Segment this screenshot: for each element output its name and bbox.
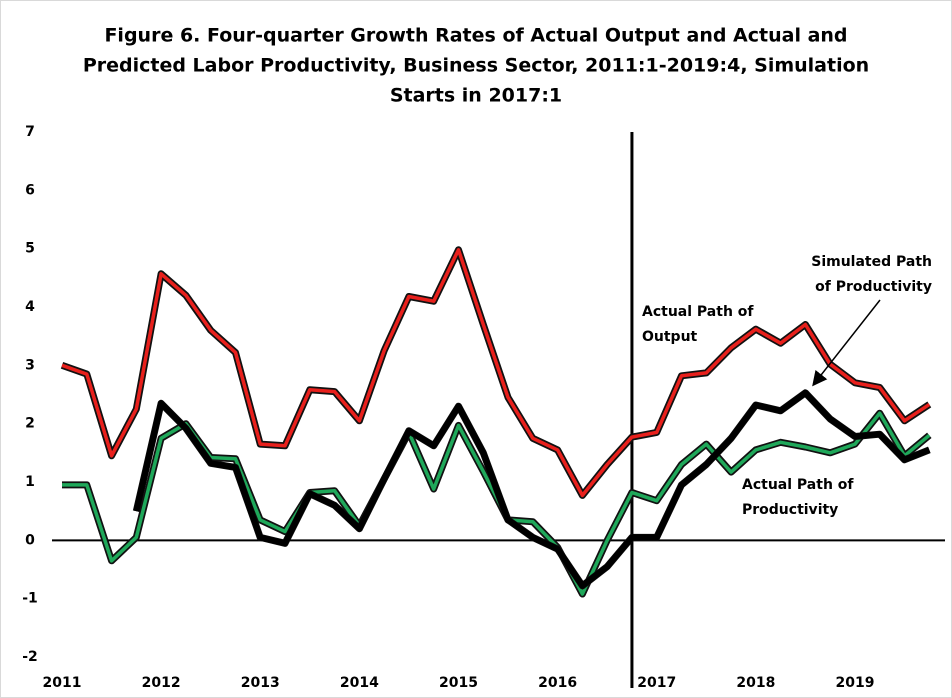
y-tick-label: 3 <box>25 357 35 373</box>
chart-title: Predicted Labor Productivity, Business S… <box>83 55 869 77</box>
y-tick-label: 6 <box>25 182 35 198</box>
series-label: Productivity <box>742 502 838 518</box>
x-tick-label: 2016 <box>538 675 577 691</box>
x-tick-label: 2017 <box>637 675 676 691</box>
series-label: Output <box>642 329 698 345</box>
y-tick-label: 4 <box>25 299 35 315</box>
series-label: of Productivity <box>815 279 932 295</box>
series-line <box>133 389 931 589</box>
annotation-arrow <box>812 299 881 387</box>
x-tick-label: 2012 <box>142 675 181 691</box>
series-label: Simulated Path <box>811 254 932 270</box>
x-tick-label: 2014 <box>340 675 379 691</box>
series-line <box>61 248 931 498</box>
y-tick-label: -2 <box>22 649 38 665</box>
chart-title: Starts in 2017:1 <box>390 85 562 107</box>
x-tick-label: 2018 <box>736 675 775 691</box>
series-label: Actual Path of <box>742 477 854 493</box>
x-tick-label: 2015 <box>439 675 478 691</box>
y-tick-label: 2 <box>25 416 35 432</box>
chart-title: Figure 6. Four-quarter Growth Rates of A… <box>104 25 847 47</box>
series-label: Actual Path of <box>642 304 754 320</box>
y-tick-label: 0 <box>25 532 35 548</box>
y-tick-label: 5 <box>25 241 35 257</box>
x-tick-label: 2019 <box>835 675 874 691</box>
x-tick-label: 2011 <box>43 675 82 691</box>
y-tick-label: -1 <box>22 591 38 607</box>
y-tick-label: 7 <box>25 124 35 140</box>
x-tick-label: 2013 <box>241 675 280 691</box>
y-tick-label: 1 <box>25 474 35 490</box>
